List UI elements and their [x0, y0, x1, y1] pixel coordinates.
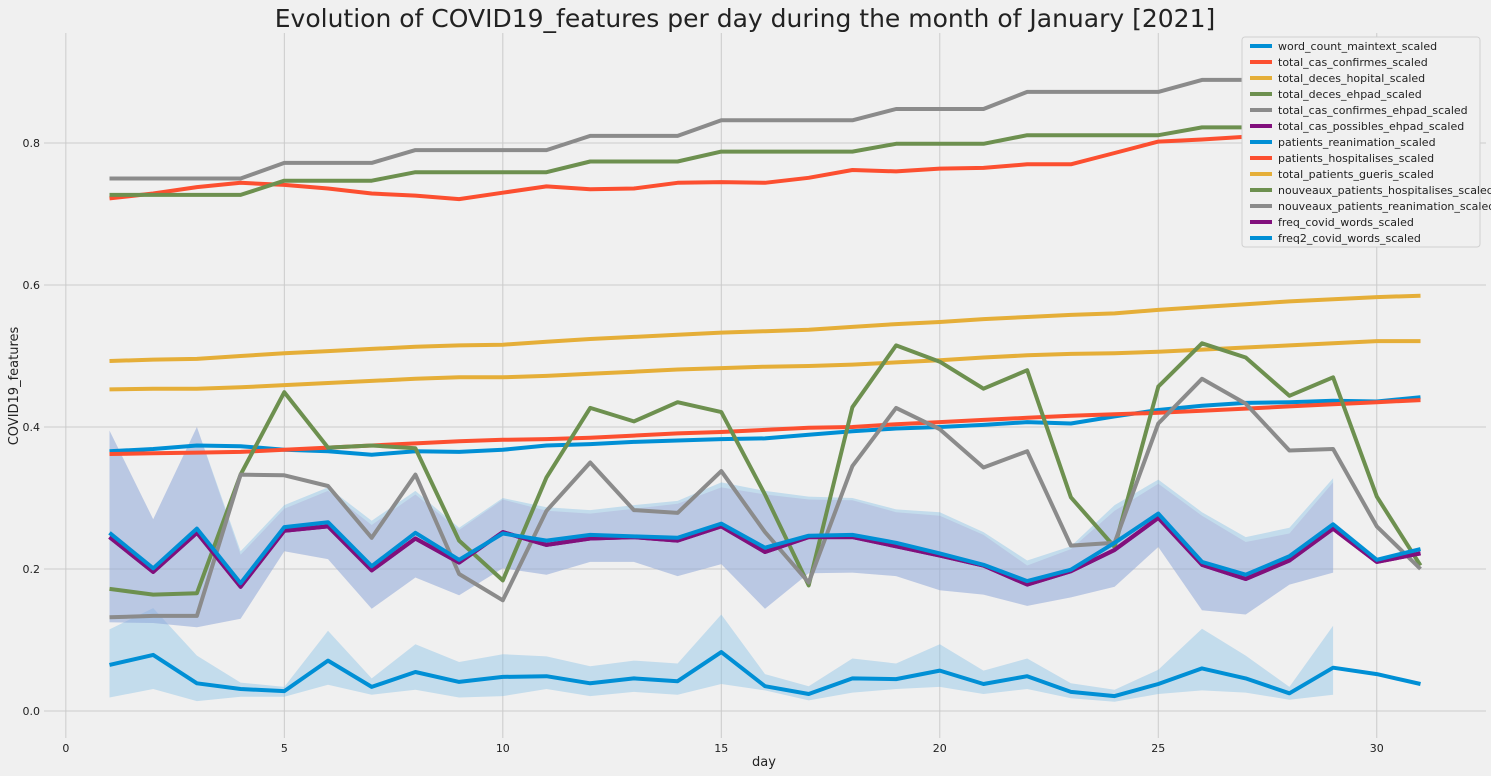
chart-title: Evolution of COVID19_features per day du…: [275, 4, 1215, 33]
y-tick-label: 0.0: [23, 705, 41, 718]
legend-label: patients_reanimation_scaled: [1278, 136, 1436, 149]
x-tick-label: 0: [62, 742, 69, 755]
series-line-nouveaux_patients_reanimation_scaled: [109, 376, 1422, 620]
x-tick-label: 15: [714, 742, 728, 755]
y-tick-label: 0.8: [23, 137, 41, 150]
y-axis-label: COVID19_features: [7, 326, 22, 445]
series-line-nouveaux_patients_hospitalises_scaled: [109, 341, 1423, 597]
x-tick-label: 30: [1370, 742, 1384, 755]
x-tick-label: 20: [933, 742, 947, 755]
series-line-freq_covid_words_scaled: [108, 515, 1421, 589]
x-tick-label: 25: [1151, 742, 1165, 755]
legend-label: total_deces_hopital_scaled: [1278, 72, 1425, 85]
legend-box: [1241, 36, 1481, 248]
y-tick-label: 0.6: [23, 279, 41, 292]
legend-label: patients_hospitalises_scaled: [1278, 152, 1434, 165]
y-tick-labels: 0.0 0.2 0.4 0.6 0.8: [23, 137, 41, 718]
legend-label: freq2_covid_words_scaled: [1278, 232, 1421, 245]
series-line-total_cas_confirmes_ehpad_scaled: [109, 62, 1421, 181]
series-line-patients_reanimation_scaled: [109, 395, 1421, 457]
legend-label: nouveaux_patients_reanimation_scaled: [1278, 200, 1491, 213]
legend-label: freq_covid_words_scaled: [1278, 216, 1414, 229]
series-line-freq2_covid_words_scaled: [108, 511, 1421, 586]
x-axis-label: day: [752, 755, 776, 770]
x-tick-label: 5: [281, 742, 288, 755]
legend-label: total_deces_ehpad_scaled: [1278, 88, 1422, 101]
legend-label: total_cas_confirmes_scaled: [1278, 56, 1428, 69]
series-line-word_count_maintext_scaled: [109, 650, 1421, 699]
legend-label: word_count_maintext_scaled: [1278, 40, 1437, 53]
legend-label: total_cas_confirmes_ehpad_scaled: [1278, 104, 1468, 117]
legend: word_count_maintext_scaled total_cas_conf…: [1241, 36, 1491, 248]
legend-label: total_cas_possibles_ehpad_scaled: [1278, 120, 1464, 133]
series-line-total_deces_hopital_scaled: [109, 293, 1421, 363]
y-tick-label: 0.4: [23, 421, 41, 434]
series-line-total_cas_confirmes_scaled: [109, 130, 1421, 202]
series-lines: [108, 62, 1423, 699]
series-line-total_patients_gueris_scaled: [109, 339, 1421, 392]
legend-label: nouveaux_patients_hospitalises_scaled: [1278, 184, 1491, 197]
y-tick-label: 0.2: [23, 563, 41, 576]
band-word_count_maintext_scaled: [109, 608, 1334, 702]
x-tick-labels: 0 5 10 15 20 25 30: [62, 742, 1383, 755]
x-tick-label: 10: [496, 742, 510, 755]
series-line-total_deces_ehpad_scaled: [109, 125, 1421, 197]
legend-label: total_patients_gueris_scaled: [1278, 168, 1434, 181]
